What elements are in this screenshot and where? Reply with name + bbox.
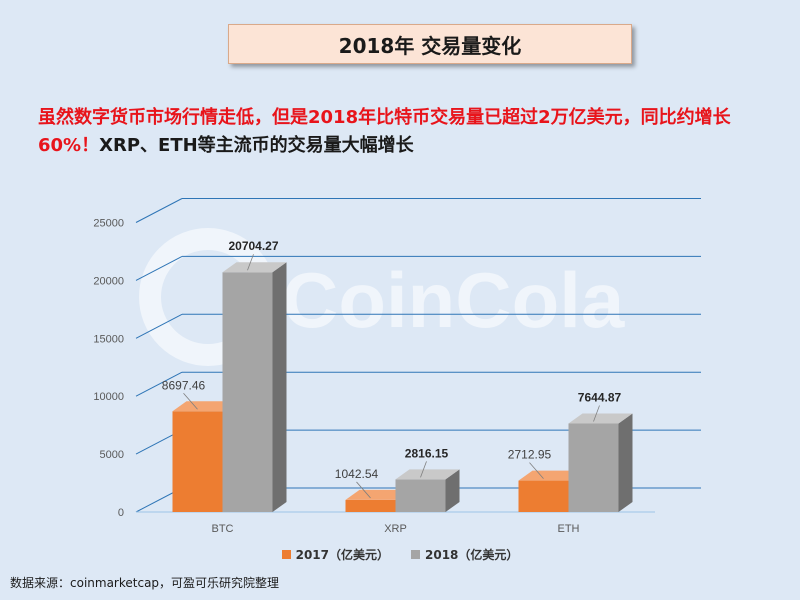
chart-bars bbox=[172, 262, 633, 512]
headline-black-text: XRP、ETH等主流币的交易量大幅增长 bbox=[99, 135, 414, 156]
data-source-note: 数据来源：coinmarketcap，可盈可乐研究院整理 bbox=[10, 576, 280, 590]
y-tick-label: 5000 bbox=[100, 449, 124, 461]
y-tick-label: 10000 bbox=[93, 391, 124, 403]
data-label-leader bbox=[420, 461, 427, 478]
bar-eth-2017[interactable] bbox=[518, 480, 569, 512]
data-label-leader bbox=[356, 481, 371, 499]
watermark-text: CoinCola bbox=[282, 256, 625, 344]
data-label: 20704.27 bbox=[228, 239, 278, 253]
x-axis-ticks: BTC XRP ETH bbox=[212, 523, 580, 535]
headline: 虽然数字货币市场行情走低，但是2018年比特币交易量已超过2万亿美元，同比约增长… bbox=[38, 104, 778, 160]
data-label-leader bbox=[183, 393, 198, 410]
data-label: 2816.15 bbox=[405, 446, 449, 460]
y-tick-label: 15000 bbox=[93, 333, 124, 345]
data-label: 8697.46 bbox=[162, 378, 206, 392]
data-label-leader bbox=[247, 254, 254, 271]
bar-top bbox=[395, 469, 460, 480]
x-tick-label: BTC bbox=[212, 523, 234, 535]
data-label: 7644.87 bbox=[578, 390, 622, 404]
legend-item-2018[interactable]: 2018（亿美元） bbox=[411, 546, 518, 563]
y-tick-label: 25000 bbox=[93, 218, 124, 230]
bar-xrp-2018[interactable] bbox=[395, 479, 446, 512]
slide-title-text: 2018年 交易量变化 bbox=[338, 33, 522, 58]
data-label-leader bbox=[593, 405, 600, 422]
y-tick-label: 0 bbox=[118, 507, 124, 519]
y-tick-label: 20000 bbox=[93, 275, 124, 287]
bar-side bbox=[445, 469, 460, 512]
chart-legend: 2017（亿美元） 2018（亿美元） bbox=[0, 546, 800, 563]
bar-side bbox=[272, 262, 287, 512]
x-tick-label: ETH bbox=[558, 523, 580, 535]
gridline-diag bbox=[135, 198, 183, 223]
legend-label-2018: 2018（亿美元） bbox=[425, 548, 519, 562]
gridline-diag bbox=[135, 255, 183, 281]
data-label: 2712.95 bbox=[508, 448, 552, 462]
chart-data-labels: 8697.46 20704.27 1042.54 2816.15 2712.95 7644… bbox=[162, 239, 622, 499]
bar-top bbox=[518, 470, 583, 481]
legend-item-2017[interactable]: 2017（亿美元） bbox=[281, 546, 389, 563]
bar-side bbox=[618, 413, 633, 512]
gridline-diag bbox=[135, 371, 183, 397]
bar-btc-2018[interactable] bbox=[222, 272, 273, 512]
bar-top bbox=[345, 489, 410, 500]
bar-top bbox=[222, 262, 287, 273]
bar-top bbox=[172, 401, 237, 412]
gridline-diag bbox=[135, 313, 183, 339]
legend-label-2017: 2017（亿美元） bbox=[295, 548, 389, 562]
bar-xrp-2017[interactable] bbox=[345, 499, 396, 512]
data-label-leader bbox=[529, 462, 544, 479]
bar-eth-2018[interactable] bbox=[568, 423, 619, 512]
data-label: 1042.54 bbox=[335, 467, 379, 481]
legend-swatch-2017 bbox=[281, 550, 291, 559]
x-tick-label: XRP bbox=[384, 523, 407, 535]
legend-swatch-2018 bbox=[411, 550, 420, 559]
y-axis-ticks: 0 5000 10000 15000 20000 25000 bbox=[93, 218, 124, 520]
slide-title: 2018年 交易量变化 bbox=[228, 24, 632, 64]
bar-btc-2017[interactable] bbox=[172, 411, 223, 512]
bar-top bbox=[568, 413, 633, 424]
headline-red-text: 虽然数字货币市场行情走低，但是2018年比特币交易量已超过2万亿美元，同比约增长… bbox=[38, 107, 731, 156]
